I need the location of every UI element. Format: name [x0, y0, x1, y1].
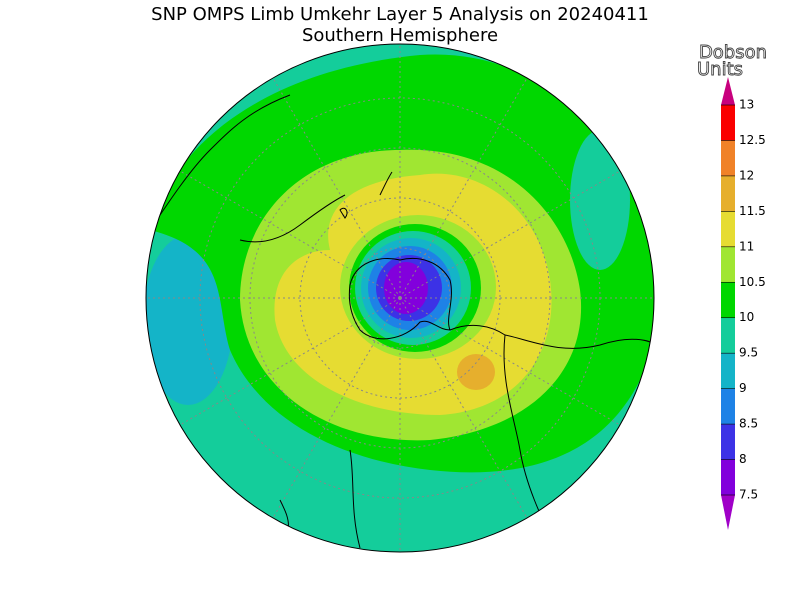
colorbar-tick-label: 12.5 — [739, 133, 766, 147]
colorbar-segment — [721, 317, 735, 354]
colorbar-segment — [721, 353, 735, 389]
colorbar-segment — [721, 282, 735, 318]
colorbar-tick-label: 13 — [739, 98, 754, 112]
colorbar-tick-label: 12 — [739, 168, 754, 182]
colorbar: 7.5 8 8.5 9 9.5 10 10.5 11 11.5 12 12.5 13 — [721, 77, 766, 530]
ozone-map — [146, 44, 654, 552]
colorbar-tick-label: 9.5 — [739, 346, 758, 360]
colorbar-label: Units — [697, 59, 743, 80]
colorbar-segment — [721, 388, 735, 425]
colorbar-tick-label: 10.5 — [739, 275, 766, 289]
colorbar-segment — [721, 140, 735, 176]
colorbar-label: Dobson — [699, 42, 767, 63]
title: SNP OMPS Limb Umkehr Layer 5 Analysis on… — [151, 4, 649, 25]
colorbar-tick-label: 7.5 — [739, 488, 758, 502]
colorbar-over — [721, 77, 735, 105]
colorbar-segment — [721, 459, 735, 495]
map-border — [145, 43, 655, 553]
colorbar-segment — [721, 246, 735, 283]
colorbar-tick-label: 8 — [739, 452, 747, 466]
colorbar-tick-label: 11.5 — [739, 204, 766, 218]
colorbar-tick-label: 8.5 — [739, 417, 758, 431]
colorbar-under — [721, 495, 735, 530]
colorbar-tick-label: 10 — [739, 310, 754, 324]
colorbar-tick-label: 11 — [739, 239, 754, 253]
colorbar-segment — [721, 211, 735, 247]
colorbar-segment — [721, 424, 735, 460]
colorbar-tick-label: 9 — [739, 381, 747, 395]
colorbar-segment — [721, 105, 735, 141]
subtitle: Southern Hemisphere — [302, 25, 498, 46]
colorbar-segment — [721, 175, 735, 212]
